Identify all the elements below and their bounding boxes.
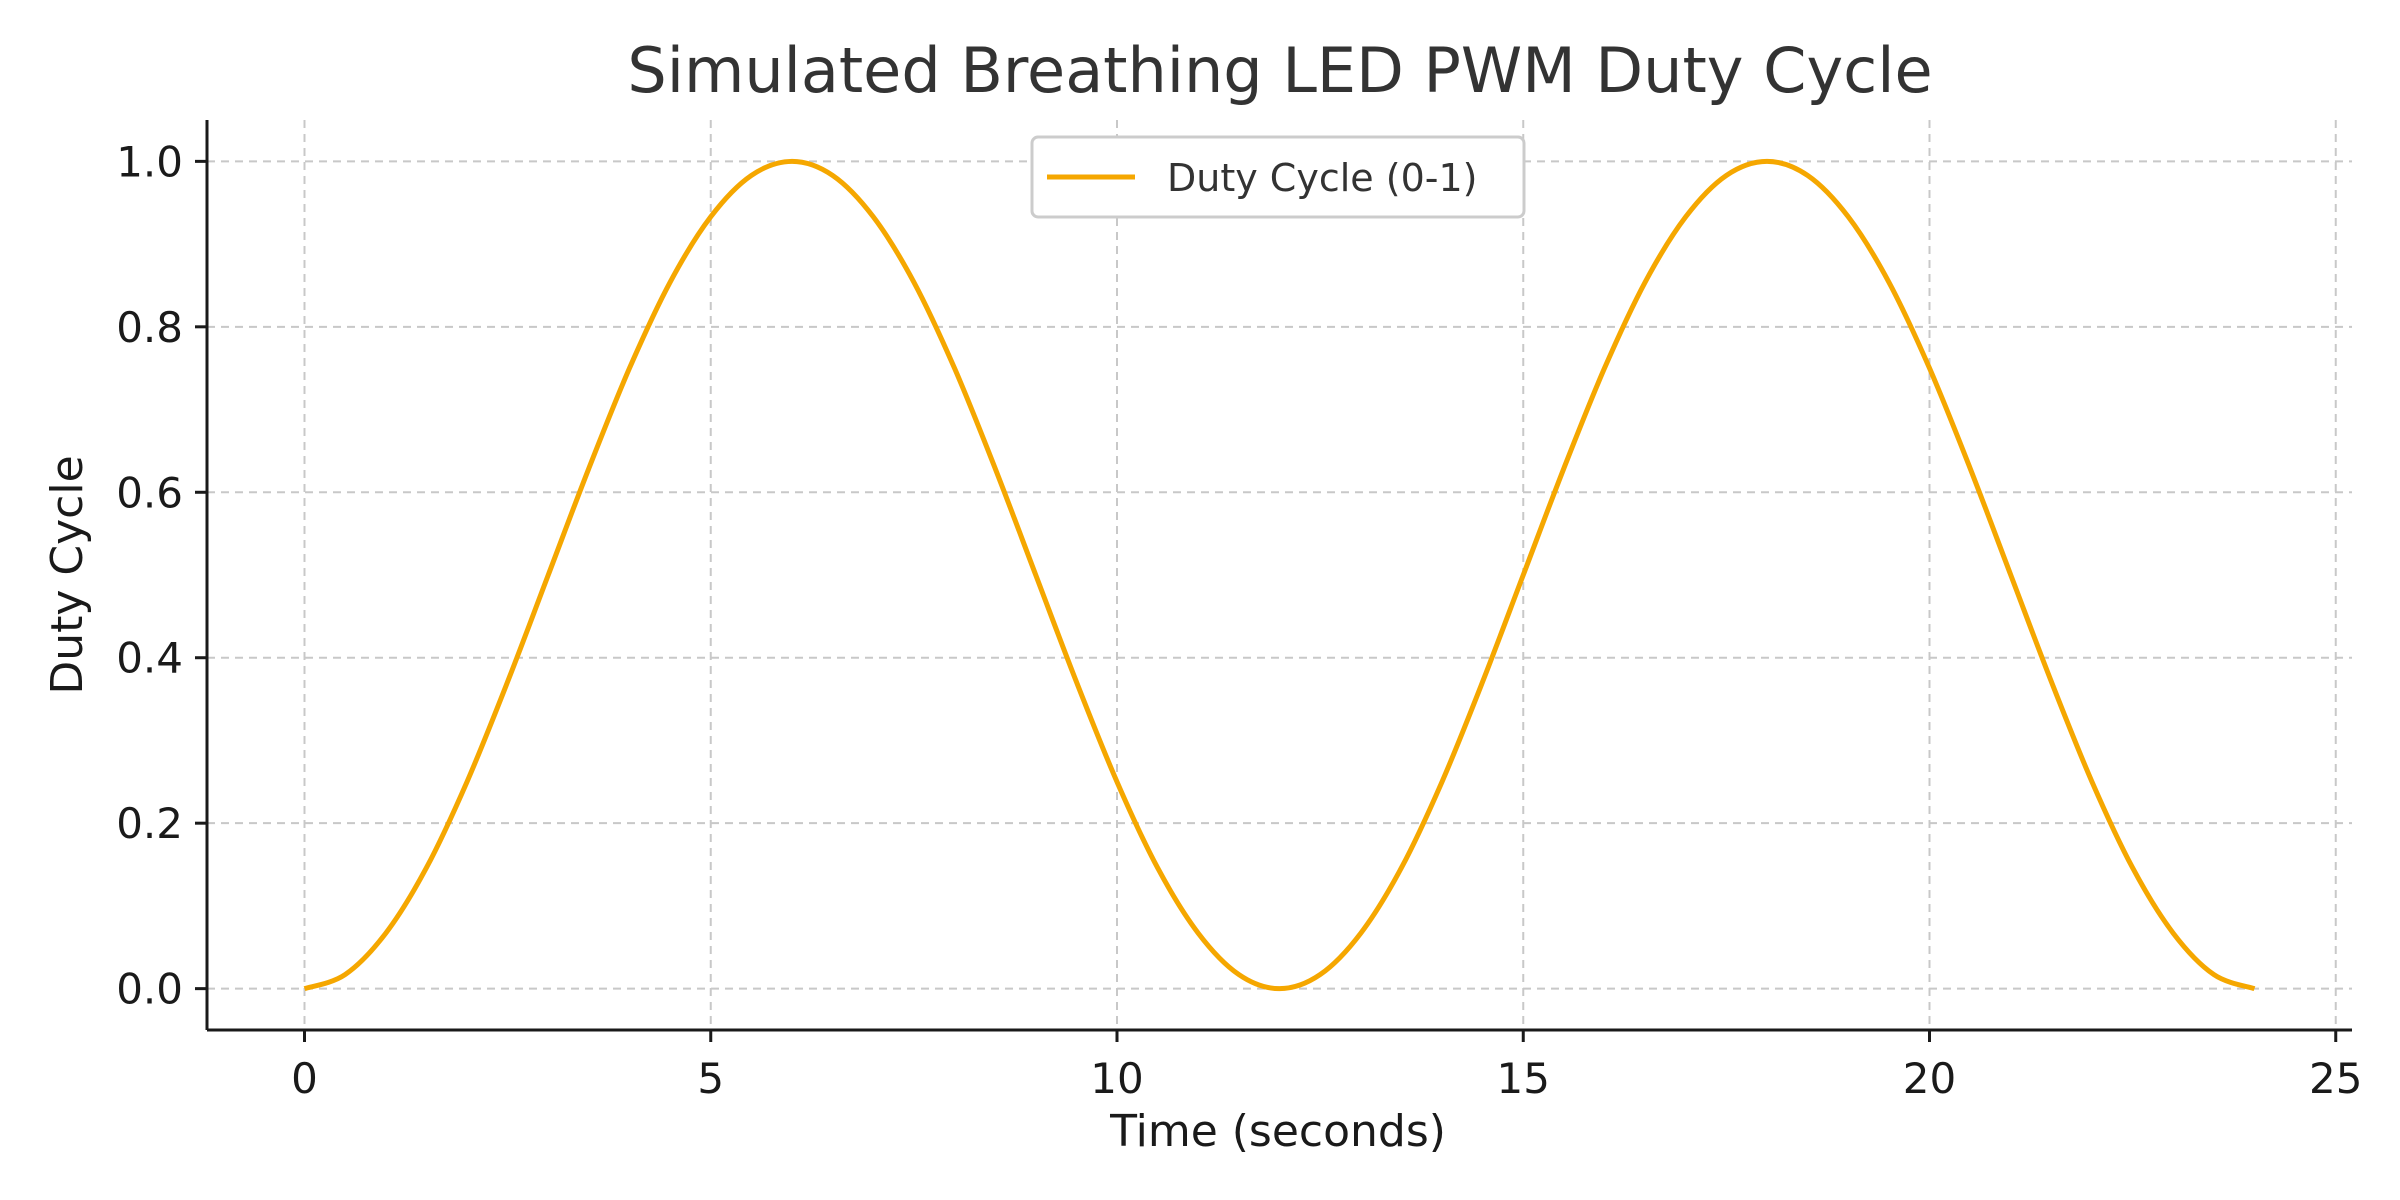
x-tick-label: 5 — [697, 1054, 724, 1103]
y-tick-label: 0.2 — [116, 799, 183, 848]
x-tick-label: 10 — [1090, 1054, 1143, 1103]
axes-spines — [205, 120, 2352, 1032]
grid — [207, 120, 2352, 1030]
y-tick-label: 0.8 — [116, 303, 183, 352]
legend: Duty Cycle (0-1) — [1030, 135, 1526, 219]
x-tick-label: 20 — [1903, 1054, 1956, 1103]
x-axis-label: Time (seconds) — [1109, 1106, 1446, 1157]
legend-label: Duty Cycle (0-1) — [1167, 156, 1477, 200]
y-tick-label: 1.0 — [116, 137, 183, 186]
x-tick-label: 15 — [1497, 1054, 1550, 1103]
y-axis-label: Duty Cycle — [42, 455, 93, 694]
y-tick-label: 0.6 — [116, 468, 183, 517]
y-tick-label: 0.0 — [116, 965, 183, 1014]
ticks: 0 5 10 15 20 25 0.0 0.2 0.4 0.6 0.8 1.0 — [116, 137, 2362, 1103]
series — [303, 158, 2256, 992]
x-tick-label: 0 — [291, 1054, 318, 1103]
legend-box — [1030, 135, 1526, 219]
y-tick-label: 0.4 — [116, 634, 183, 683]
chart-title: Simulated Breathing LED PWM Duty Cycle — [627, 34, 1932, 107]
series-line-duty-cycle — [303, 158, 2256, 992]
x-tick-label: 25 — [2309, 1054, 2362, 1103]
